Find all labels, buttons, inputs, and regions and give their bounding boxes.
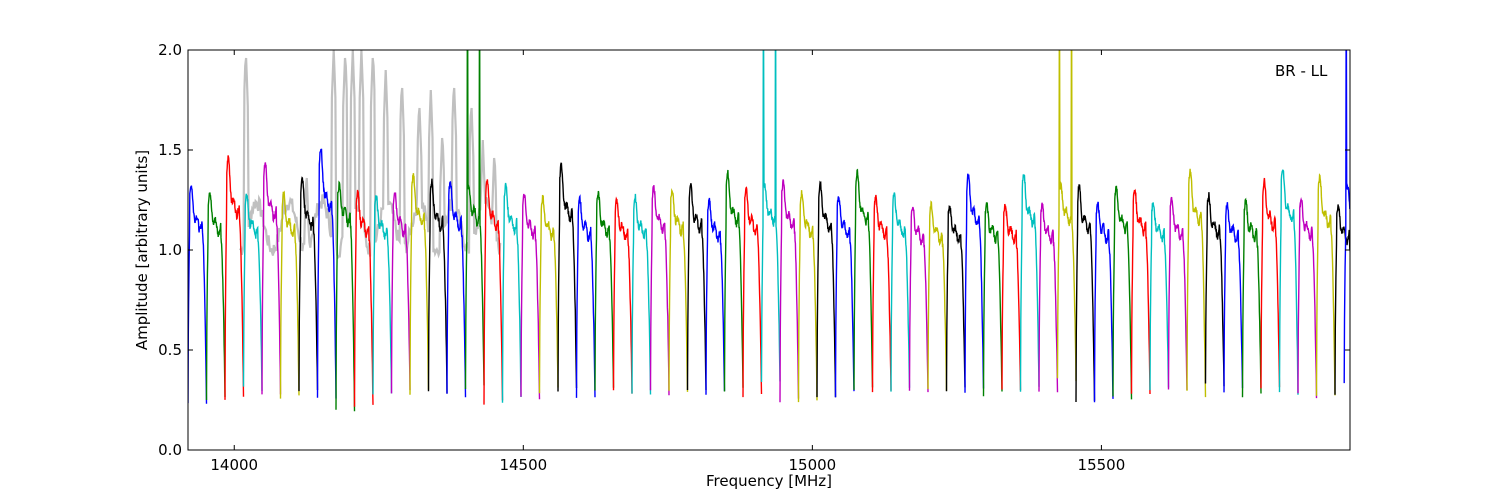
series-line-band-33 xyxy=(779,179,800,403)
series-line-band-51 xyxy=(1112,185,1133,400)
series-line-band-12 xyxy=(390,192,411,394)
chart-annotation: BR - LL xyxy=(1275,62,1328,80)
series-line-band-41 xyxy=(927,200,948,391)
series-line-band-54 xyxy=(1167,196,1188,391)
series-line-band-20 xyxy=(538,194,559,394)
series-line-band-9 xyxy=(335,180,356,412)
series-line-band-36 xyxy=(834,196,855,398)
series-line-band-28 xyxy=(686,183,707,391)
series-line-band-55 xyxy=(1186,168,1207,398)
series-line-band-64 xyxy=(1343,50,1350,384)
series-line-band-50 xyxy=(1093,201,1114,403)
series-line-band-45 xyxy=(1001,203,1022,391)
series-line-band-3 xyxy=(224,155,245,400)
series-line-band-27 xyxy=(668,187,689,392)
series-line-band-53 xyxy=(1149,202,1170,391)
y-tick-label: 1.0 xyxy=(158,241,182,259)
y-axis-label: Amplitude [arbitrary units] xyxy=(133,150,151,350)
series-line-band-59 xyxy=(1260,177,1281,389)
series-line-band-62 xyxy=(1315,173,1336,396)
series-line-band-5 xyxy=(261,162,282,395)
series-line-band-7 xyxy=(298,176,319,392)
series-line-band-17 xyxy=(483,179,504,405)
series-line-band-15 xyxy=(446,181,467,398)
x-tick-label: 14500 xyxy=(499,456,547,474)
plot-area xyxy=(188,50,1350,412)
series-line-band-8 xyxy=(316,148,337,399)
x-tick-label: 14000 xyxy=(210,456,258,474)
y-tick-label: 1.5 xyxy=(158,141,182,159)
series-line-band-49 xyxy=(1075,184,1096,403)
series-line-band-26 xyxy=(649,185,670,396)
x-tick-label: 15500 xyxy=(1078,456,1126,474)
x-tick-label: 15000 xyxy=(788,456,836,474)
series-line-band-38 xyxy=(871,194,892,393)
series-line-band-61 xyxy=(1297,197,1318,399)
series-line-band-10 xyxy=(353,189,374,407)
series-line-band-60 xyxy=(1278,169,1299,395)
series-line-band-37 xyxy=(853,168,874,390)
y-tick-label: 0.5 xyxy=(158,341,182,359)
axis-ticks: 14000 14500 15000 15500 0.0 0.5 1.0 1.5 2.0 xyxy=(158,41,1350,474)
series-line-band-16 xyxy=(464,50,485,390)
series-line-band-18 xyxy=(501,182,522,403)
series-line-band-11 xyxy=(372,195,393,395)
series-line-band-34 xyxy=(797,190,818,403)
series-line-band-46 xyxy=(1019,173,1040,392)
series-line-band-56 xyxy=(1204,192,1225,387)
series-line-band-6 xyxy=(279,190,300,399)
series-line-band-40 xyxy=(908,206,929,393)
series-line-band-23 xyxy=(594,190,615,391)
series-line-band-58 xyxy=(1241,197,1262,398)
series-line-band-57 xyxy=(1223,202,1244,393)
series-line-band-39 xyxy=(890,192,911,392)
series-line-band-24 xyxy=(612,196,633,394)
series-line-band-31 xyxy=(742,186,763,398)
series-line-band-44 xyxy=(982,202,1003,397)
series-line-band-21 xyxy=(557,162,578,392)
series-line-band-48 xyxy=(1056,50,1077,382)
y-tick-label: 2.0 xyxy=(158,41,182,59)
y-tick-label: 0.0 xyxy=(158,441,182,459)
series-line-band-4 xyxy=(242,193,263,392)
series-line-band-32 xyxy=(760,50,781,383)
series-line-band-30 xyxy=(723,169,744,392)
series-line-band-14 xyxy=(427,178,448,394)
series-line-band-13 xyxy=(409,173,430,395)
series-line-band-42 xyxy=(945,205,966,392)
series-line-band-35 xyxy=(816,180,837,398)
series-line-band-43 xyxy=(964,173,985,393)
series-line-band-63 xyxy=(1334,204,1350,395)
series-line-band-25 xyxy=(631,193,652,395)
series-line-band-2 xyxy=(205,192,226,401)
series-line-band-19 xyxy=(520,193,541,400)
x-axis-label: Frequency [MHz] xyxy=(706,472,832,490)
series-line-band-47 xyxy=(1038,202,1059,393)
series-line-band-52 xyxy=(1130,188,1151,395)
series-line-band-29 xyxy=(705,197,726,395)
series-line-band-1 xyxy=(188,185,208,404)
series-line-band-22 xyxy=(575,194,596,398)
